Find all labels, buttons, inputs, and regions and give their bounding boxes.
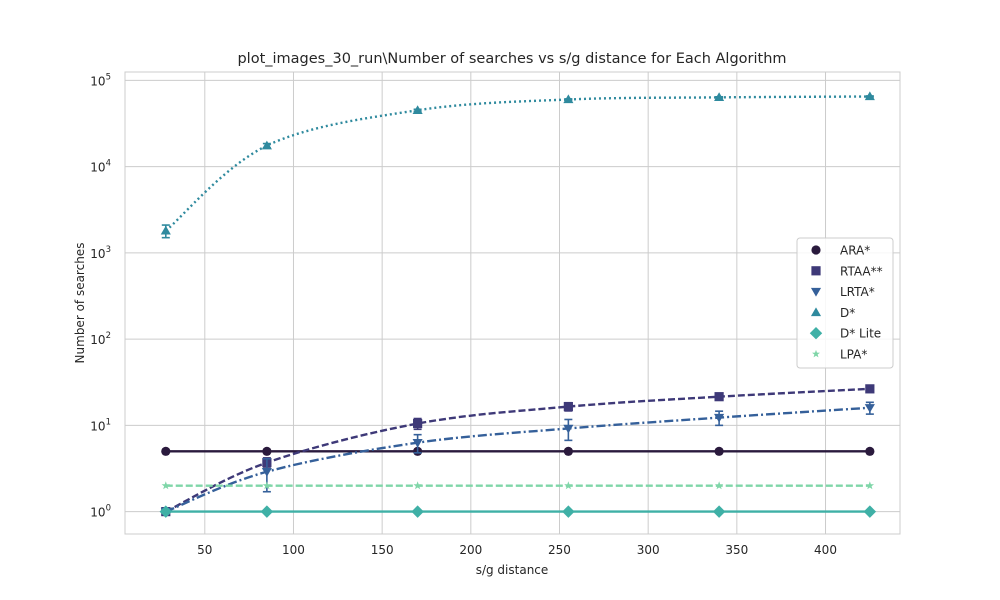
chart-title: plot_images_30_run\Number of searches vs…	[237, 51, 786, 67]
data-point	[714, 392, 724, 402]
data-point	[412, 105, 423, 114]
data-point	[413, 481, 422, 490]
data-point	[714, 481, 724, 490]
data-point	[413, 418, 423, 429]
y-tick-label: 103	[90, 245, 111, 261]
legend: ARA* RTAA** LRTA* D* D* Lite LPA*	[796, 237, 894, 369]
data-point	[712, 505, 726, 518]
data-point	[412, 438, 423, 448]
legend-label: ARA*	[840, 244, 870, 258]
x-tick-label: 100	[282, 543, 305, 557]
data-point	[714, 413, 725, 423]
y-tick-label: 104	[90, 159, 111, 175]
series-d-lite	[159, 505, 877, 518]
x-tick-label: 150	[371, 543, 394, 557]
y-tick-label: 100	[90, 504, 111, 520]
data-point	[865, 481, 875, 490]
series-line	[165, 95, 870, 232]
y-tick-label: 101	[90, 417, 111, 433]
x-axis-label: s/g distance	[476, 563, 549, 577]
legend-marker	[811, 266, 821, 276]
legend-marker	[810, 287, 822, 297]
data-point	[864, 404, 875, 413]
x-tick-label: 250	[548, 543, 571, 557]
data-point	[562, 505, 575, 518]
data-point	[865, 446, 875, 456]
data-point	[563, 424, 574, 434]
data-point	[260, 505, 274, 518]
y-tick-label: 102	[90, 331, 111, 347]
legend-label: D*	[840, 306, 855, 320]
series-layer	[159, 91, 877, 518]
data-point	[863, 505, 877, 518]
data-point	[714, 92, 725, 102]
data-point	[161, 481, 170, 490]
legend-marker	[809, 326, 823, 340]
x-tick-label: 400	[814, 543, 837, 557]
x-axis-ticks: 50 100 150 200 250 300 350 400	[197, 543, 837, 557]
data-point	[159, 505, 172, 518]
data-point	[563, 446, 573, 456]
series-lpa-	[161, 481, 875, 490]
data-point	[261, 468, 272, 477]
legend-marker	[811, 245, 821, 255]
data-point	[564, 481, 573, 490]
data-point	[261, 140, 272, 150]
legend-marker	[810, 307, 822, 317]
legend-label: LRTA*	[840, 285, 875, 299]
x-tick-label: 200	[459, 543, 482, 557]
legend-label: LPA*	[840, 348, 867, 362]
data-point	[864, 91, 875, 101]
data-point	[714, 446, 724, 456]
plot-frame	[124, 71, 901, 535]
x-tick-label: 50	[197, 543, 212, 557]
legend-label: RTAA**	[840, 264, 883, 278]
y-axis-label: Number of searches	[73, 243, 87, 364]
x-tick-label: 300	[637, 543, 660, 557]
data-point	[563, 401, 573, 412]
data-point	[160, 225, 171, 235]
data-point	[262, 481, 272, 490]
legend-box	[796, 237, 894, 369]
data-point	[563, 94, 574, 104]
legend-marker	[812, 349, 820, 358]
y-tick-label: 105	[90, 72, 111, 88]
data-point	[161, 446, 171, 456]
series-d-	[160, 91, 875, 239]
y-axis-ticks: 100 101 102 103 104 105	[90, 72, 111, 519]
data-point	[262, 446, 272, 456]
data-point	[411, 505, 424, 518]
plot-area	[125, 72, 900, 534]
legend-label: D* Lite	[840, 327, 881, 341]
data-point	[865, 384, 875, 394]
x-tick-label: 350	[725, 543, 748, 557]
